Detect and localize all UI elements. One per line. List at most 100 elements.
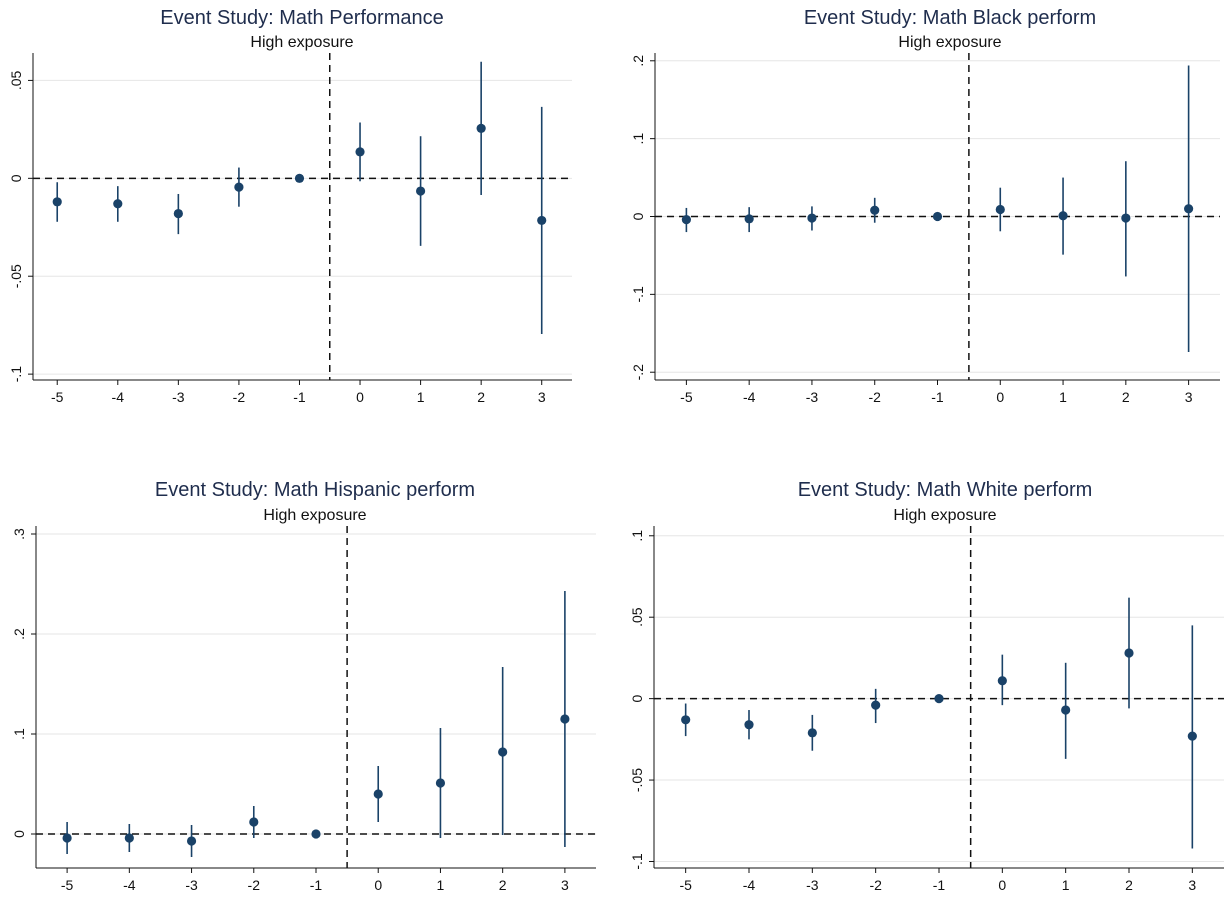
x-tick-label: -4 — [743, 389, 756, 405]
y-tick-label: -.05 — [8, 264, 24, 288]
x-tick-label: -2 — [233, 389, 246, 405]
y-tick-label: -.1 — [629, 853, 645, 870]
x-tick-label: -4 — [123, 877, 136, 893]
x-tick-label: 1 — [437, 877, 445, 893]
point-estimate — [1061, 705, 1071, 715]
x-tick-label: -3 — [806, 877, 819, 893]
point-estimate — [311, 829, 321, 839]
x-tick-label: 1 — [417, 389, 425, 405]
x-tick-label: -1 — [931, 389, 944, 405]
y-tick-label: 0 — [629, 695, 645, 703]
x-tick-label: -5 — [51, 389, 64, 405]
chart-title: Event Study: Math Black perform — [804, 7, 1096, 29]
x-tick-label: 2 — [477, 389, 485, 405]
point-estimate — [435, 778, 446, 788]
panel-math-performance: -.1 -.05 0 .05 -5 -4 -3 -2 -1 0 1 2 3 Event Study: Ma… — [8, 7, 572, 405]
point-estimate — [744, 214, 754, 224]
x-tick-label: 2 — [499, 877, 507, 893]
point-estimate — [560, 714, 570, 724]
point-estimate — [807, 213, 817, 223]
panel-math-black: -.2 -.1 0 .1 .2 -5 -4 -3 -2 -1 0 1 2 3 Event Study: Ma… — [630, 7, 1220, 405]
x-tick-label: -5 — [61, 877, 74, 893]
x-tick-label: -1 — [310, 877, 323, 893]
x-tick-label: 0 — [996, 389, 1004, 405]
x-tick-label: 2 — [1122, 389, 1130, 405]
x-tick-label: 1 — [1062, 877, 1070, 893]
x-tick-label: -1 — [933, 877, 946, 893]
y-tick-label: -.2 — [630, 364, 646, 381]
point-estimate — [934, 694, 944, 704]
point-estimate — [373, 789, 383, 799]
y-tick-label: .2 — [11, 628, 27, 640]
point-estimate — [744, 720, 754, 730]
y-tick-label: .1 — [629, 530, 645, 542]
point-estimate — [1124, 648, 1134, 658]
x-tick-label: -3 — [806, 389, 819, 405]
point-estimate — [1184, 204, 1194, 214]
chart-title: Event Study: Math White perform — [798, 479, 1093, 501]
y-tick-label: .2 — [630, 55, 646, 67]
point-estimate — [995, 204, 1005, 215]
point-estimate — [681, 215, 691, 225]
point-estimate — [415, 186, 426, 196]
point-estimate — [997, 676, 1007, 686]
chart-title: Event Study: Math Hispanic perform — [155, 479, 475, 501]
point-estimate — [294, 173, 305, 183]
chart-subtitle: High exposure — [893, 507, 996, 524]
x-tick-label: 1 — [1059, 389, 1067, 405]
x-tick-label: -2 — [869, 877, 882, 893]
point-estimate — [124, 833, 134, 843]
x-tick-label: 2 — [1125, 877, 1133, 893]
point-estimate — [62, 833, 72, 843]
panel-math-white: -.1 -.05 0 .05 .1 -5 -4 -3 -2 -1 0 1 2 3 Event Study: … — [629, 479, 1224, 893]
y-tick-label: -.1 — [630, 286, 646, 303]
y-tick-label: 0 — [8, 174, 24, 182]
point-estimate — [537, 215, 547, 226]
x-tick-label: -5 — [680, 389, 693, 405]
y-tick-label: .05 — [8, 70, 24, 90]
x-tick-label: -1 — [293, 389, 306, 405]
point-estimate — [113, 199, 123, 209]
x-tick-label: 0 — [998, 877, 1006, 893]
y-tick-label: .05 — [629, 607, 645, 627]
x-tick-label: 0 — [374, 877, 382, 893]
point-estimate — [871, 700, 881, 710]
x-tick-label: 3 — [1188, 877, 1196, 893]
x-tick-label: -3 — [172, 389, 185, 405]
x-tick-label: -5 — [679, 877, 692, 893]
y-tick-label: 0 — [630, 212, 646, 220]
point-estimate — [355, 147, 365, 157]
panel-math-hispanic: 0 .1 .2 .3 -5 -4 -3 -2 -1 0 1 2 3 Event Study: Math H… — [11, 479, 596, 893]
x-tick-label: -2 — [868, 389, 881, 405]
point-estimate — [52, 197, 62, 207]
y-tick-label: .1 — [11, 728, 27, 740]
chart-subtitle: High exposure — [263, 507, 366, 524]
point-estimate — [870, 205, 880, 215]
point-estimate — [1187, 731, 1197, 741]
point-estimate — [807, 728, 817, 738]
y-tick-label: -.05 — [629, 768, 645, 792]
y-tick-label: 0 — [11, 830, 27, 838]
x-tick-label: -4 — [743, 877, 756, 893]
point-estimate — [498, 747, 508, 757]
point-estimate — [476, 123, 486, 133]
x-tick-label: 3 — [561, 877, 569, 893]
point-estimate — [234, 182, 244, 192]
point-estimate — [1058, 211, 1068, 221]
x-tick-label: 3 — [538, 389, 546, 405]
x-tick-label: -4 — [112, 389, 125, 405]
point-estimate — [249, 817, 259, 827]
y-tick-label: -.1 — [8, 366, 24, 383]
chart-title: Event Study: Math Performance — [160, 7, 443, 29]
y-tick-label: .3 — [11, 528, 27, 540]
point-estimate — [173, 208, 183, 219]
x-tick-label: 3 — [1185, 389, 1193, 405]
point-estimate — [186, 836, 197, 846]
point-estimate — [681, 715, 691, 725]
chart-subtitle: High exposure — [898, 34, 1001, 51]
x-tick-label: -3 — [185, 877, 198, 893]
point-estimate — [1121, 213, 1131, 223]
point-estimate — [932, 211, 943, 222]
y-tick-label: .1 — [630, 133, 646, 145]
x-tick-label: -2 — [248, 877, 261, 893]
